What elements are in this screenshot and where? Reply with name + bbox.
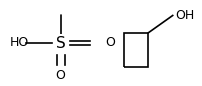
Text: HO: HO [10,36,29,50]
Text: OH: OH [176,9,195,22]
Text: O: O [105,36,115,50]
Text: O: O [56,69,65,82]
Text: S: S [56,36,65,50]
